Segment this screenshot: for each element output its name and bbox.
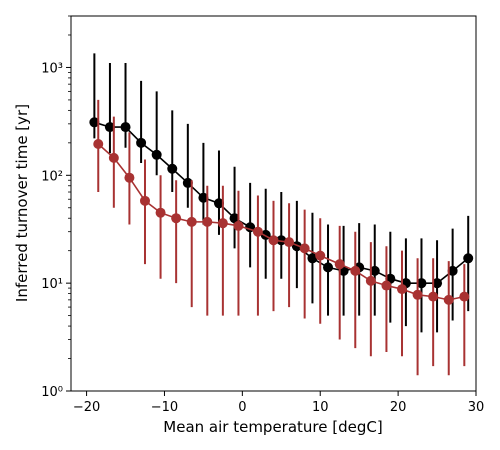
y-tick-label: 10¹ xyxy=(41,277,63,292)
plot-area xyxy=(89,53,474,376)
x-tick-label: 20 xyxy=(390,400,407,415)
x-tick-label: −20 xyxy=(73,400,100,415)
series-2-point xyxy=(459,291,470,302)
series-1-point xyxy=(463,253,474,264)
x-tick-label: 0 xyxy=(238,400,246,415)
series-1-point xyxy=(276,235,287,246)
y-axis-label: Inferred turnover time [yr] xyxy=(13,104,31,302)
series-2-point xyxy=(284,237,295,248)
series-2-point xyxy=(233,220,244,231)
series-2-point xyxy=(350,265,361,276)
series-2-point xyxy=(93,139,104,150)
series-1-point xyxy=(89,117,100,128)
y-tick-label: 10⁰ xyxy=(41,385,63,400)
series-2-point xyxy=(171,213,182,224)
series-1-point xyxy=(120,122,131,133)
y-tick-label: 10² xyxy=(41,169,63,184)
series-2-point xyxy=(139,195,150,206)
series-2-point xyxy=(397,284,408,295)
series-2-point xyxy=(299,243,310,254)
series-2-point xyxy=(108,152,119,163)
series-1-point xyxy=(198,192,209,203)
series-2-point xyxy=(202,216,213,227)
series-2 xyxy=(93,99,470,376)
series-2-point xyxy=(155,207,166,218)
series-2-point xyxy=(217,218,228,229)
series-1-point xyxy=(182,177,193,188)
series-2-point xyxy=(124,172,135,183)
series-2-point xyxy=(334,259,345,270)
series-2-point xyxy=(315,250,326,261)
series-2-point xyxy=(412,289,423,300)
plot-frame xyxy=(70,15,477,392)
series-1-point xyxy=(447,265,458,276)
series-2-point xyxy=(186,216,197,227)
y-tick-label: 10³ xyxy=(41,61,63,76)
x-tick-label: 30 xyxy=(468,400,485,415)
series-2-point xyxy=(365,275,376,286)
x-tick-label: −10 xyxy=(151,400,178,415)
series-1-point xyxy=(151,149,162,160)
series-2-point xyxy=(252,226,263,237)
series-1-point xyxy=(167,163,178,174)
series-1-point xyxy=(136,137,147,148)
series-1-point xyxy=(323,262,334,273)
series-1-point xyxy=(369,265,380,276)
series-2-point xyxy=(381,280,392,291)
series-1-point xyxy=(229,213,240,224)
series-1-point xyxy=(307,253,318,264)
series-2-point xyxy=(428,291,439,302)
series-2-point xyxy=(443,294,454,305)
series-1-point xyxy=(432,278,443,289)
x-tick-label: 10 xyxy=(312,400,329,415)
series-1-point xyxy=(104,122,115,133)
series-2-point xyxy=(268,235,279,246)
axes: −20 −10 0 10 20 30 10⁰ 10¹ 10² 10³ xyxy=(41,15,485,415)
series-1-point xyxy=(213,198,224,209)
series-1-point xyxy=(416,278,427,289)
x-axis-label: Mean air temperature [degC] xyxy=(163,418,382,436)
